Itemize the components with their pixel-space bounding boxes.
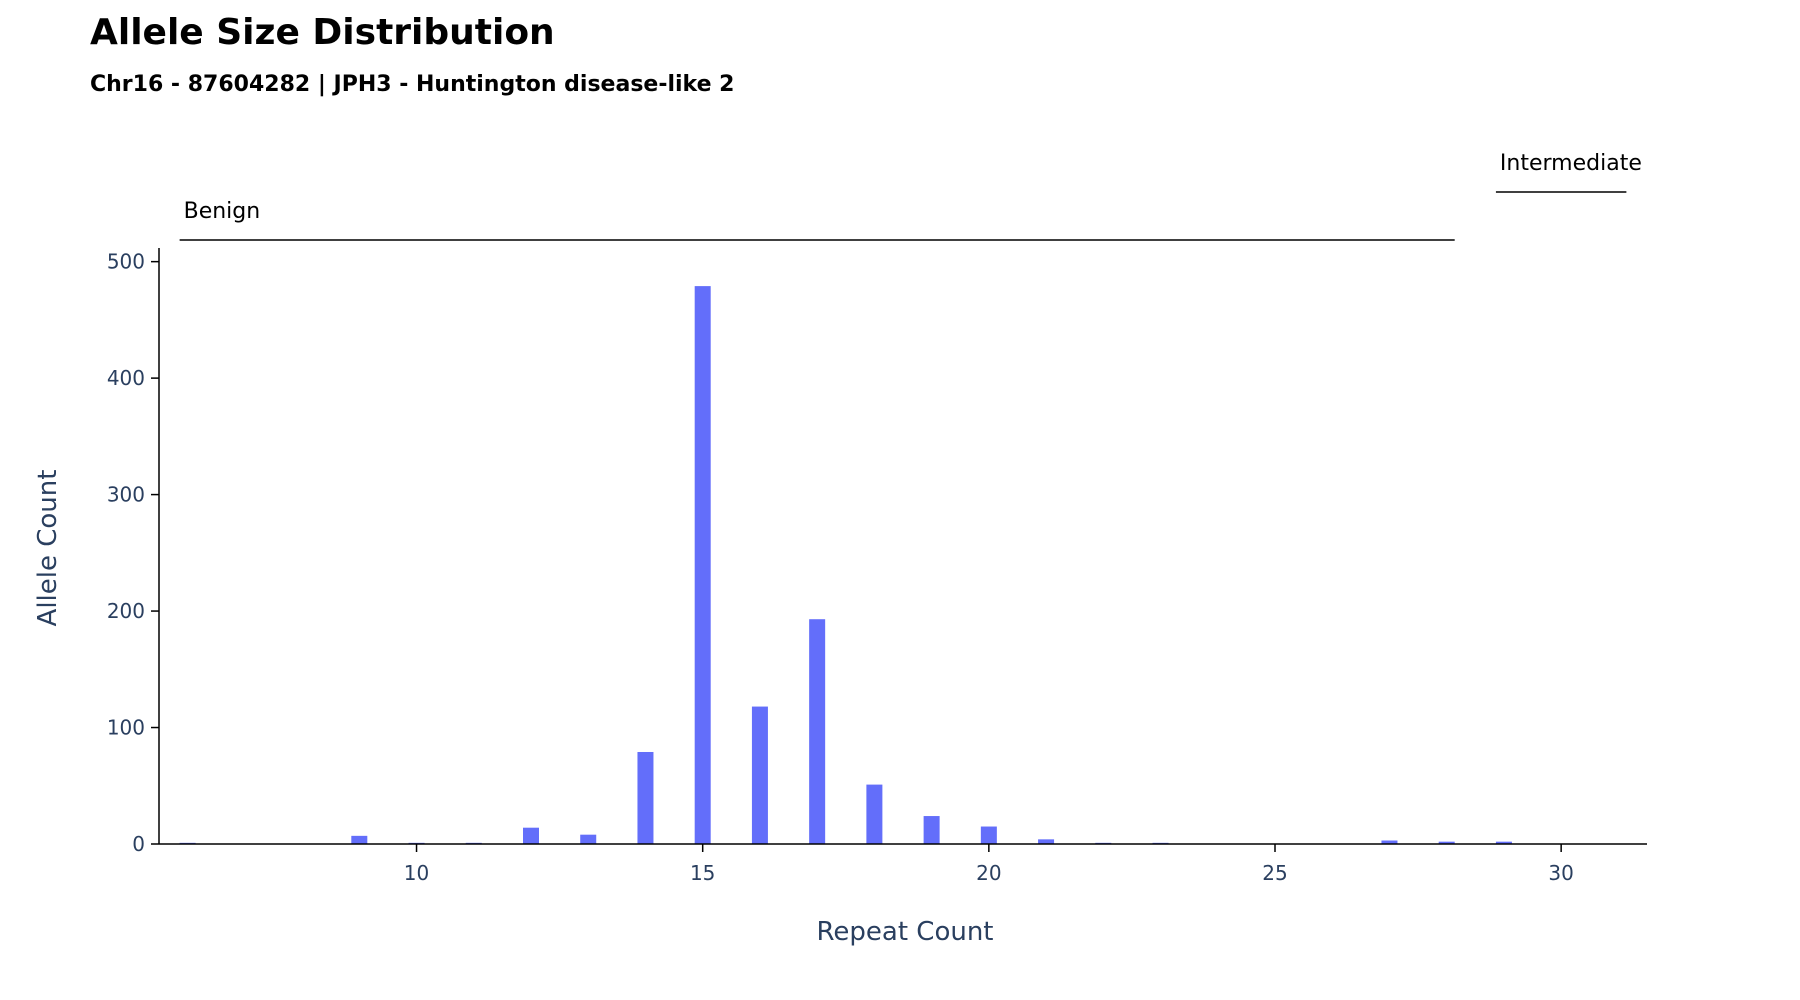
x-tick-label-30: 30 [1548, 861, 1573, 885]
range-label-benign: Benign [184, 199, 261, 224]
bar-14 [637, 751, 654, 844]
chart-subtitle: Chr16 - 87604282 | JPH3 - Huntington dis… [90, 72, 735, 97]
x-tick-label-10: 10 [404, 861, 429, 885]
bar-9 [351, 835, 368, 844]
y-tick-label-100: 100 [107, 716, 145, 740]
x-axis-title: Repeat Count [817, 917, 994, 947]
bar-13 [580, 834, 597, 844]
bar-12 [523, 827, 539, 844]
bar-16 [751, 706, 768, 844]
bar-27 [1381, 840, 1398, 844]
x-tick-label-20: 20 [976, 861, 1001, 885]
y-tick-label-500: 500 [107, 250, 145, 274]
x-tick-label-15: 15 [690, 861, 715, 885]
bar-29 [1495, 841, 1512, 844]
chart-title: Allele Size Distribution [90, 12, 555, 53]
range-label-intermediate: Intermediate [1500, 151, 1642, 176]
bar-20 [980, 826, 997, 844]
bar-28 [1438, 841, 1455, 844]
y-tick-label-300: 300 [107, 483, 145, 507]
bar-19 [923, 816, 940, 844]
y-tick-label-200: 200 [107, 599, 145, 623]
y-tick-label-400: 400 [107, 366, 145, 390]
bar-21 [1038, 839, 1055, 844]
y-tick-label-0: 0 [132, 832, 145, 856]
bar-15 [694, 286, 711, 844]
x-tick-label-25: 25 [1262, 861, 1287, 885]
y-axis-title: Allele Count [33, 470, 63, 627]
bar-18 [866, 784, 883, 844]
bars-layer [179, 286, 1512, 844]
bar-17 [809, 619, 826, 844]
range-annotations: Benign Intermediate [179, 151, 1642, 241]
